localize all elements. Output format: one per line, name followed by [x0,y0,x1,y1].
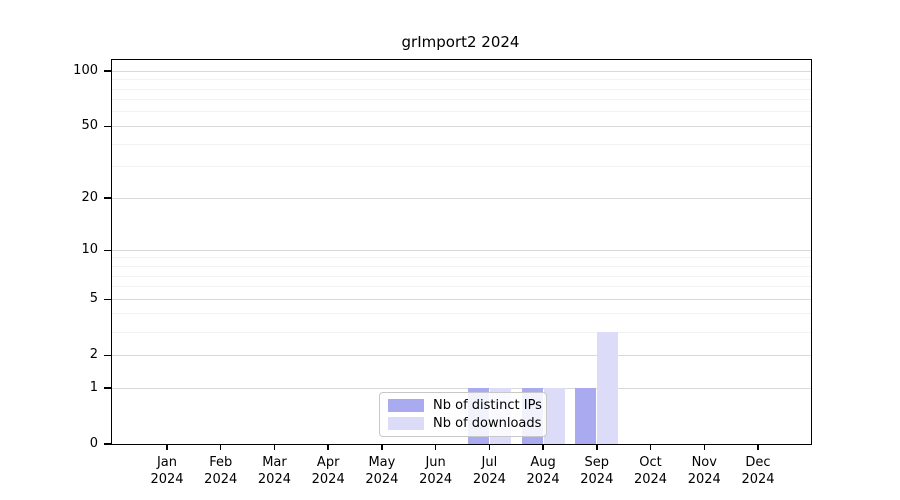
y-axis-tick-label: 1 [89,380,98,395]
y-axis-tick-label: 0 [89,436,98,451]
x-axis-tick-label: Dec 2024 [741,455,775,487]
x-axis-tick [381,444,383,450]
legend-row-downloads: Nb of downloads [388,415,542,431]
x-axis-tick-label: Aug 2024 [526,455,560,487]
x-axis-tick [219,444,222,450]
x-axis-tick [649,444,652,450]
x-axis-tick [757,444,759,450]
x-axis-tick-label: Sep 2024 [580,455,614,487]
gridline-minor [112,166,811,168]
x-axis-tick [488,444,491,450]
gridline-minor [112,286,811,288]
bar-downloads [543,388,565,444]
gridline-major [112,354,811,356]
legend-row-distinct-ips: Nb of distinct IPs [388,398,542,413]
x-axis-tick [542,444,544,450]
x-axis-tick-label: Feb 2024 [204,455,238,487]
x-axis-tick [273,444,276,450]
bar-distinct-ips [575,388,597,444]
gridline-minor [112,143,811,145]
y-axis-tick [103,354,111,356]
x-axis-tick-label: May 2024 [365,455,399,487]
gridline-minor [112,88,811,90]
legend-swatch-downloads-icon [388,416,424,430]
gridline-minor [112,79,811,81]
gridline-minor [112,313,811,315]
x-axis-tick [703,444,706,450]
y-axis-tick [103,298,111,300]
y-axis-tick-label: 100 [73,63,98,79]
bar-downloads [597,332,619,444]
gridline-major [112,70,811,72]
gridline-minor [112,111,811,113]
gridline-minor [112,275,811,277]
gridline-minor [112,257,811,259]
y-axis-tick-label: 50 [81,118,98,134]
y-axis-tick [103,125,111,128]
gridline-major [112,197,811,199]
legend-label-downloads: Nb of downloads [433,415,542,431]
gridline-major [112,298,811,300]
gridline-major [112,249,811,251]
gridline-major [112,125,811,127]
x-axis-tick-label: Jan 2024 [150,455,184,487]
gridline-major [112,387,811,389]
gridline-minor [112,331,811,333]
y-axis-tick-label: 20 [81,190,98,206]
legend: Nb of distinct IPs Nb of downloads [379,392,547,437]
x-axis-tick [434,444,437,450]
chart-title: grImport2 2024 [401,33,520,51]
gridline-minor [112,266,811,267]
x-axis-tick-label: Jun 2024 [419,455,453,487]
x-axis-tick-label: Mar 2024 [257,455,291,487]
y-axis-tick [103,197,111,199]
x-axis-tick [596,444,598,450]
y-axis-tick [103,70,111,72]
y-axis-tick [103,443,111,445]
y-axis-tick-label: 5 [89,291,98,307]
y-axis-tick [103,387,111,389]
x-axis-tick [327,444,329,450]
y-axis-tick [103,249,111,252]
legend-swatch-distinct-ips-icon [388,399,424,413]
x-axis-tick-label: Nov 2024 [687,455,721,487]
plot-area: 0 1 2 5 10 20 50 100 Jan 2024 Feb 2024 Mar 2024 Apr… [73,59,812,487]
y-axis-tick-label: 2 [89,347,98,363]
x-axis-tick [166,444,168,450]
y-axis-tick-label: 10 [81,242,98,258]
legend-label-distinct-ips: Nb of distinct IPs [433,398,542,414]
x-axis-tick-label: Apr 2024 [311,455,345,487]
x-axis-tick-label: Oct 2024 [633,455,668,487]
x-axis-tick-label: Jul 2024 [472,455,506,487]
gridline-minor [112,99,811,101]
